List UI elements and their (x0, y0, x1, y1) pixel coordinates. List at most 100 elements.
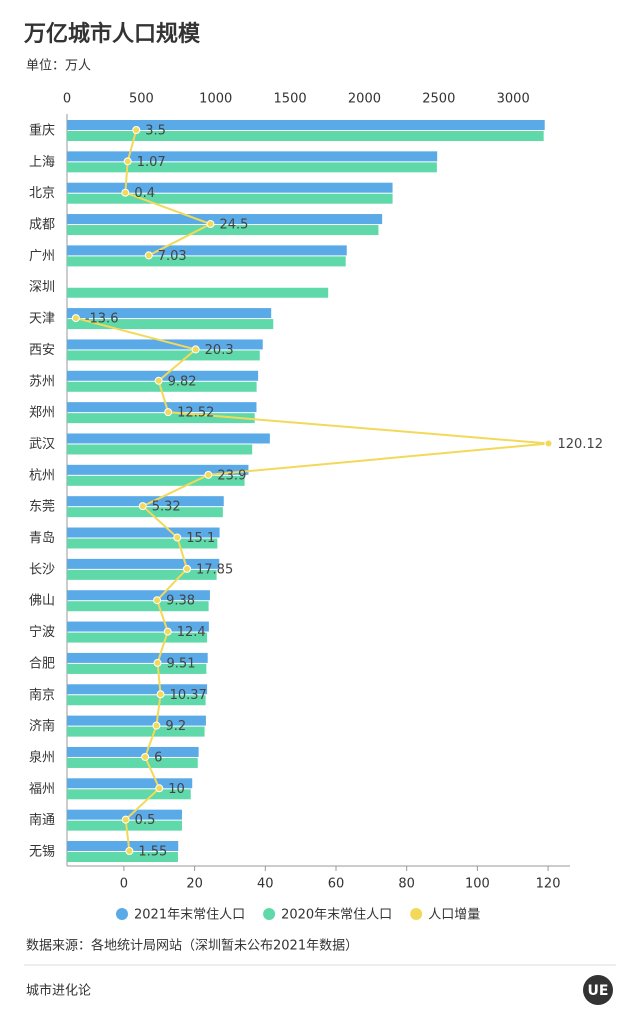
x2-tick-label: 100 (465, 877, 490, 892)
data-label: 6 (154, 750, 162, 765)
line-point (71, 314, 80, 323)
line-point (123, 157, 132, 166)
line-point (155, 784, 164, 793)
line-point (125, 847, 134, 855)
line-point (164, 408, 173, 417)
category-label: 重庆 (29, 123, 55, 139)
data-label: 9.2 (165, 719, 186, 734)
x2-tick-label: 20 (186, 877, 203, 892)
bar (67, 444, 253, 455)
data-label: 3.5 (145, 124, 166, 139)
bar (67, 381, 257, 392)
data-label: 9.38 (166, 594, 195, 609)
bar (67, 538, 218, 549)
data-label: 7.03 (158, 249, 187, 264)
line-point (121, 188, 130, 197)
category-label: 佛山 (29, 594, 55, 609)
line-point (156, 690, 165, 699)
bar (67, 590, 210, 601)
line-point (132, 126, 141, 134)
category-label: 郑州 (29, 406, 55, 421)
x2-tick-label: 0 (120, 877, 128, 892)
category-label: 深圳 (29, 280, 55, 295)
line-point (141, 752, 150, 761)
data-label: 1.55 (138, 845, 167, 860)
bar (67, 684, 208, 695)
data-label: 23.9 (217, 468, 246, 483)
category-label: 福州 (29, 782, 55, 797)
legend-marker (263, 908, 276, 920)
legend-marker (116, 908, 128, 920)
data-label: 120.12 (558, 437, 604, 452)
data-label: 0.5 (135, 813, 156, 828)
bar (67, 852, 178, 862)
category-label: 合肥 (29, 656, 55, 671)
line-point (163, 627, 172, 636)
line-point (153, 658, 162, 667)
x-tick-label: 1000 (199, 92, 232, 107)
line-point (153, 596, 162, 605)
bar (67, 663, 207, 674)
chart-subtitle: 单位：万人 (26, 59, 91, 74)
bar (67, 527, 220, 538)
bar (67, 245, 347, 256)
bar (67, 632, 208, 643)
category-label: 南通 (29, 812, 55, 828)
line-point (191, 345, 200, 354)
data-label: 12.4 (177, 625, 206, 640)
line-point (154, 376, 163, 385)
data-label: 12.52 (177, 406, 214, 421)
legend-label: 2021年末常住人口 (134, 908, 245, 923)
bar (67, 496, 224, 507)
category-label: 杭州 (29, 468, 55, 483)
bar (67, 809, 182, 820)
category-label: 南京 (29, 687, 55, 703)
bar (67, 151, 438, 162)
category-label: 东莞 (29, 500, 55, 515)
line-point (138, 502, 147, 511)
category-label: 宁波 (29, 624, 55, 640)
bar (67, 120, 545, 130)
line-point (152, 721, 161, 730)
bar (67, 569, 217, 580)
category-label: 西安 (29, 343, 55, 358)
bar (67, 193, 393, 204)
data-label: 9.51 (167, 656, 196, 671)
chart-title: 万亿城市人口规模 (23, 21, 201, 47)
data-label: 10.37 (170, 688, 207, 703)
footer: 城市进化论 (26, 983, 91, 999)
data-label: 15.1 (186, 531, 215, 546)
bar (67, 601, 209, 612)
bar (67, 621, 209, 632)
x2-tick-label: 60 (328, 877, 345, 892)
x-tick-label: 500 (129, 92, 154, 107)
category-label: 上海 (29, 155, 55, 170)
bar (67, 214, 383, 225)
data-label: 0.4 (134, 186, 155, 201)
x-tick-label: 3000 (497, 92, 530, 107)
bar (67, 507, 223, 518)
category-label: 泉州 (29, 749, 55, 765)
bar (67, 413, 255, 424)
bar (67, 746, 199, 757)
bar (67, 778, 193, 789)
line-point (144, 251, 153, 260)
bar (67, 182, 393, 193)
x2-tick-label: 120 (536, 877, 561, 892)
data-label: 20.3 (205, 343, 234, 358)
legend-marker (410, 908, 423, 920)
source: 数据来源：各地统计局网站（深圳暂未公布2021年数据） (26, 938, 358, 954)
bar (67, 789, 191, 800)
legend-label: 2020年末常住人口 (281, 908, 392, 923)
x-tick-label: 0 (63, 92, 71, 107)
data-label: -13.6 (85, 312, 119, 327)
line-point (204, 470, 213, 479)
bar (67, 370, 259, 381)
line-point (544, 439, 553, 448)
line-point (206, 220, 215, 229)
legend-label: 人口增量 (428, 908, 480, 923)
data-label: 9.82 (168, 374, 197, 389)
bar (67, 256, 346, 267)
data-label: 24.5 (220, 218, 249, 233)
category-label: 青岛 (29, 530, 55, 546)
